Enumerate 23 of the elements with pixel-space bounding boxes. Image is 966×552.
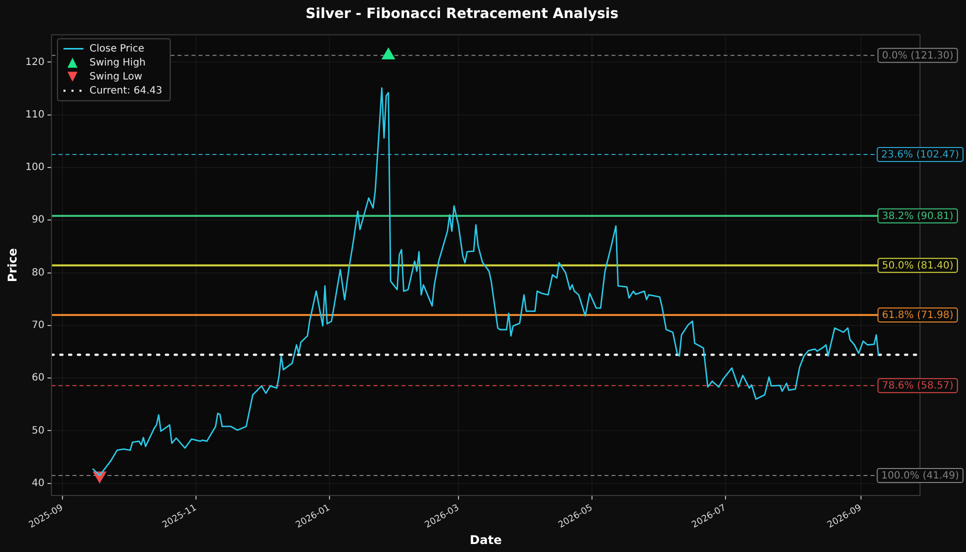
y-tick-label: 100 [25,162,44,174]
ref-line-label: 100.0% (41.49) [881,470,960,482]
y-tick-label: 50 [32,425,44,436]
y-tick-label: 120 [25,56,44,68]
y-tick-label: 40 [32,478,44,489]
y-tick-label: 60 [32,372,44,384]
ref-line-label: 38.2% (90.81) [882,210,954,222]
legend-label: Current: 64.43 [89,85,162,96]
chart-title: Silver - Fibonacci Retracement Analysis [306,6,618,22]
ref-line-label: 23.6% (102.47) [881,150,960,161]
x-axis-title: Date [470,532,502,547]
ref-line-label: 61.8% (71.98) [882,310,954,322]
y-axis-title: Price [5,248,20,282]
ref-line-label: 0.0% (121.30) [882,50,954,62]
y-tick-label: 110 [25,109,44,120]
y-tick-label: 80 [32,267,44,278]
y-tick-label: 70 [32,320,44,331]
ref-line-label: 78.6% (58.57) [882,380,954,392]
ref-line-label: 50.0% (81.40) [882,260,954,272]
legend-label: Swing Low [89,71,142,82]
y-tick-label: 90 [32,214,44,226]
legend-label: Close Price [89,43,144,54]
legend-label: Swing High [89,57,146,68]
